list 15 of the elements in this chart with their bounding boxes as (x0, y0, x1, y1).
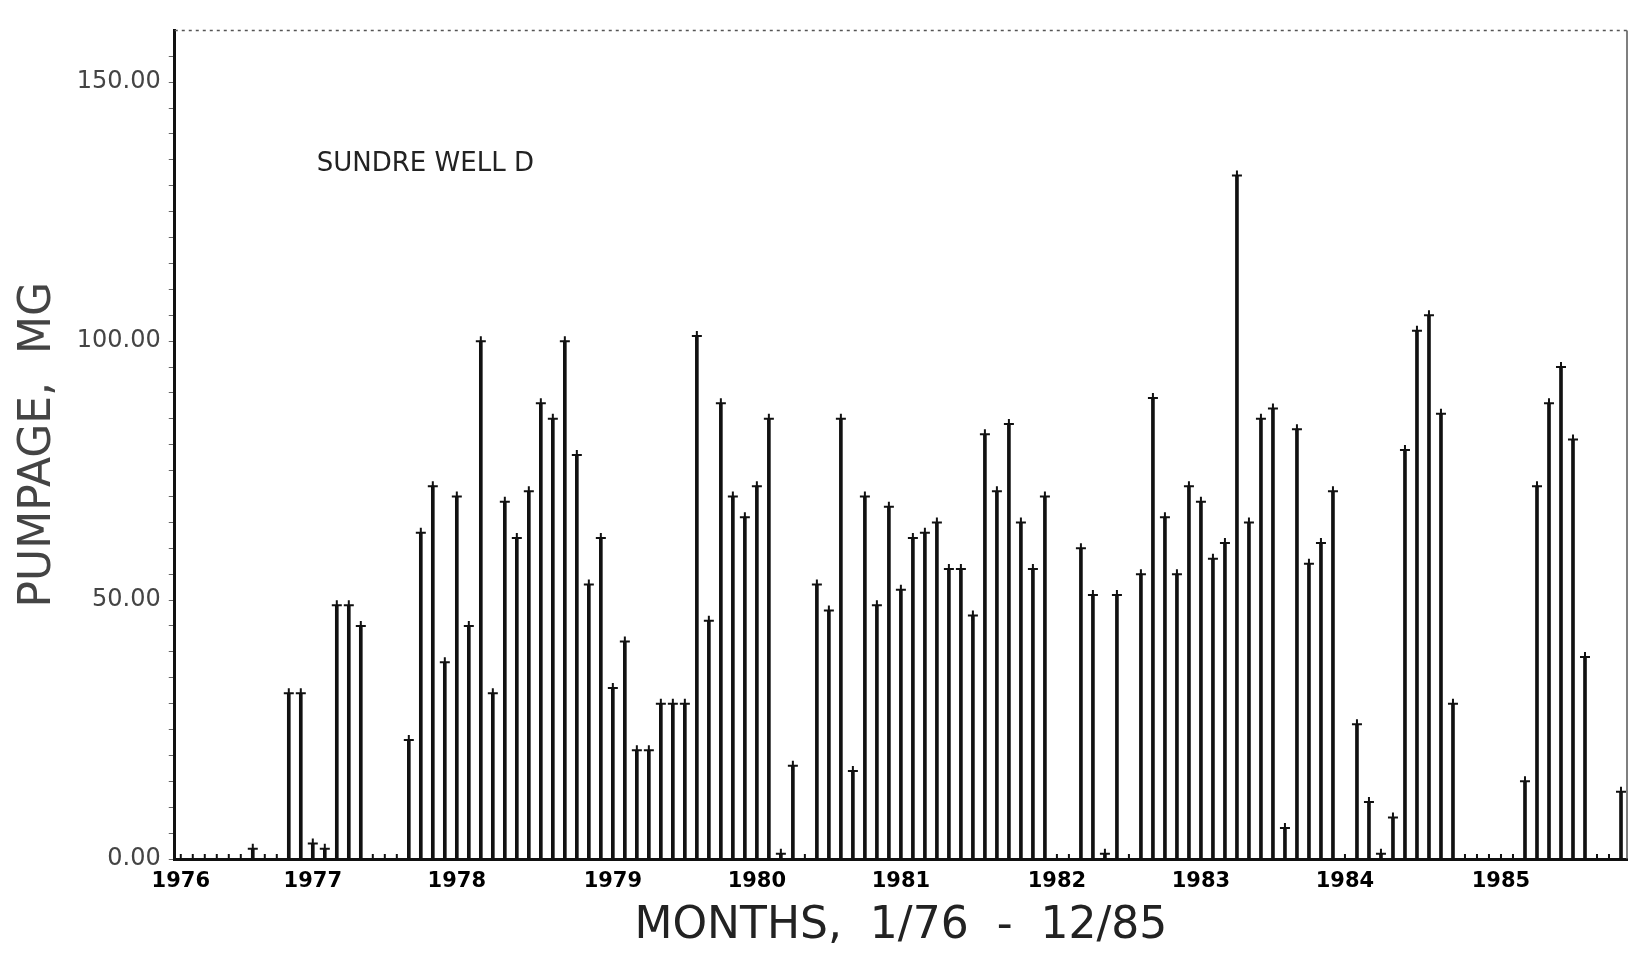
x-tick-label: 1980 (727, 868, 787, 893)
y-tick-label: 150.00 (76, 66, 161, 95)
x-axis-title: MONTHS, 1/76 - 12/85 (634, 897, 1168, 949)
x-tick-label: 1977 (283, 868, 343, 893)
x-tick-label: 1985 (1471, 868, 1531, 893)
text: SUNDRE WELL D (316, 147, 534, 178)
y-tick-label: 50.00 (92, 584, 161, 613)
x-tick-label: 1978 (427, 868, 487, 893)
x-tick-label: 1982 (1027, 868, 1087, 893)
y-tick-label: 100.00 (76, 325, 161, 354)
x-tick-label: 1983 (1171, 868, 1231, 893)
y-axis-title: PUMPAGE, MG (8, 281, 60, 608)
x-tick-label: 1979 (583, 868, 643, 893)
x-tick-label: 1984 (1315, 868, 1375, 893)
x-tick-label: 1981 (871, 868, 931, 893)
